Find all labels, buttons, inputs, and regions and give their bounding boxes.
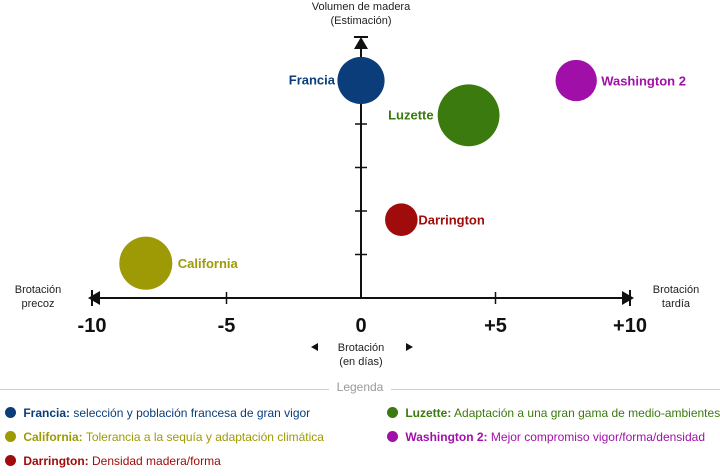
legend-dot-francia bbox=[5, 407, 16, 418]
legend-item-francia: Francia: selección y población francesa … bbox=[5, 406, 310, 420]
x-tick-label: -10 bbox=[78, 315, 107, 337]
bubble-label-darrington: Darrington bbox=[418, 213, 485, 228]
legend-name: California: bbox=[23, 430, 83, 444]
bubble-francia bbox=[337, 56, 385, 105]
x-axis-subtitle: (en días) bbox=[339, 356, 382, 368]
legend-item-luzette: Luzette: Adaptación a una gran gama de m… bbox=[387, 406, 720, 420]
x-tick-label: +10 bbox=[613, 315, 647, 337]
y-axis-arrow bbox=[354, 37, 368, 49]
x-axis-right-arrow bbox=[622, 291, 634, 305]
legend: Legenda Francia: selección y población f… bbox=[0, 380, 720, 476]
legend-name: Luzette: bbox=[405, 406, 452, 420]
legend-dot-california bbox=[5, 431, 16, 442]
legend-text: Densidad madera/forma bbox=[92, 454, 221, 468]
bubble-label-washington-2: Washington 2 bbox=[601, 74, 686, 89]
x-left-label-line2: precoz bbox=[21, 298, 54, 310]
bubble-label-francia: Francia bbox=[289, 73, 336, 88]
x-left-label-line1: Brotación bbox=[15, 284, 61, 296]
bubble-washington-2 bbox=[555, 59, 597, 102]
bubble-darrington bbox=[385, 203, 418, 236]
x-tick-label: -5 bbox=[218, 315, 236, 337]
x-axis-left-arrow bbox=[88, 291, 100, 305]
legend-dot-washington-2 bbox=[387, 431, 398, 442]
bubble-label-luzette: Luzette bbox=[388, 107, 434, 122]
legend-title-wrap: Legenda bbox=[0, 380, 720, 394]
x-right-label-line1: Brotación bbox=[653, 284, 699, 296]
legend-dot-luzette bbox=[387, 407, 398, 418]
bubble-luzette bbox=[437, 84, 500, 147]
x-title-right-arrow bbox=[406, 343, 413, 351]
x-axis-title: Brotación bbox=[338, 342, 384, 354]
y-axis-subtitle: (Estimación) bbox=[330, 15, 391, 27]
legend-text: selección y población francesa de gran v… bbox=[73, 406, 311, 420]
x-right-label-line2: tardía bbox=[662, 298, 691, 310]
legend-item-darrington: Darrington: Densidad madera/forma bbox=[5, 454, 221, 468]
legend-title: Legenda bbox=[328, 380, 392, 394]
legend-item-washington-2: Washington 2: Mejor compromiso vigor/for… bbox=[387, 430, 705, 444]
legend-name: Francia: bbox=[23, 406, 71, 420]
bubble-label-california: California bbox=[178, 256, 239, 271]
x-tick-label: +5 bbox=[484, 315, 507, 337]
legend-text: Mejor compromiso vigor/forma/densidad bbox=[490, 430, 705, 444]
legend-dot-darrington bbox=[5, 455, 16, 466]
legend-text: Adaptación a una gran gama de medio-ambi… bbox=[454, 406, 720, 420]
legend-name: Darrington: bbox=[23, 454, 89, 468]
legend-item-california: California: Tolerancia a la sequía y ada… bbox=[5, 430, 324, 444]
y-axis-title: Volumen de madera bbox=[312, 1, 411, 13]
bubble-california bbox=[119, 236, 173, 290]
x-title-left-arrow bbox=[311, 343, 318, 351]
bubble-chart: -10 -5 0 +5 +10 Volumen de madera (Estimación)… bbox=[15, 1, 699, 368]
legend-name: Washington 2: bbox=[405, 430, 488, 444]
x-tick-label: 0 bbox=[355, 315, 366, 337]
legend-text: Tolerancia a la sequía y adaptación clim… bbox=[85, 430, 324, 444]
